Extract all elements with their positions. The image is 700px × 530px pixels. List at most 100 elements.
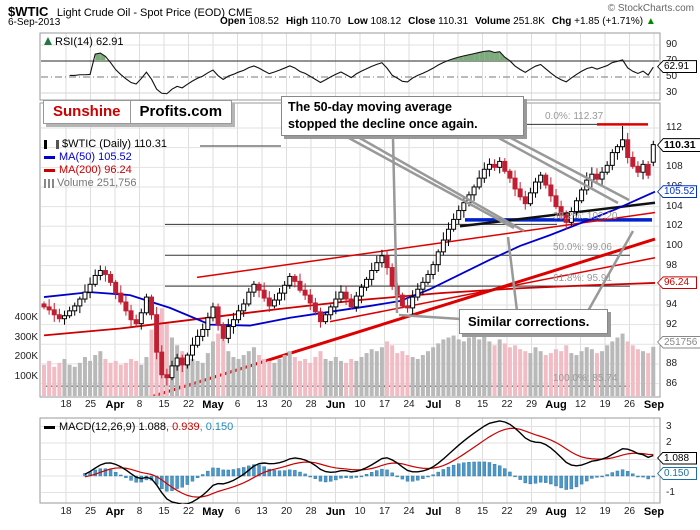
x-axis-label: 13: [256, 399, 268, 410]
x-axis-label: 25: [84, 399, 97, 410]
x-axis-label: 15: [158, 506, 170, 517]
macd-lines: [84, 420, 654, 504]
value-badge: 1.088: [657, 451, 697, 465]
x-axis-label: 28: [305, 506, 317, 517]
value-badge: 105.52: [657, 185, 697, 199]
chart-title: $WTIC Light Crude Oil - Spot Price (EOD)…: [8, 3, 253, 21]
volume-axis-label: 200K: [14, 351, 38, 362]
rsi-axis-label: 50: [666, 71, 678, 82]
stat-label-low: Low: [347, 16, 368, 27]
x-axis-label: 17: [378, 506, 391, 517]
x-axis-label: 24: [403, 399, 415, 410]
x-axis-label: 22: [182, 399, 195, 410]
x-axis-label: 8: [136, 506, 143, 517]
annotation-line1: The 50-day moving average: [288, 100, 452, 114]
rsi-indicator-label: RSI(14) 62.91: [44, 36, 123, 48]
stat-value-close: 110.31: [435, 16, 469, 27]
x-axis-label: 10: [354, 506, 366, 517]
x-axis-label: 26: [623, 399, 636, 410]
sunshine-profits-logo: Sunshine Profits.com: [43, 100, 233, 124]
stat-value-high: 110.70: [308, 16, 341, 27]
macd-histogram: [83, 461, 655, 492]
price-axis-label: 112: [666, 122, 682, 133]
price-axis-label: 102: [666, 220, 683, 232]
value-badge: 96.24: [657, 276, 697, 290]
legend-volume: Volume 251,756: [44, 177, 137, 189]
x-axis-label: Apr: [105, 399, 125, 411]
stat-value-low: 108.12: [367, 16, 402, 27]
chart-date: 6-Sep-2013: [8, 17, 61, 28]
ma50-line-icon: [44, 155, 55, 159]
ma200-line: [43, 282, 656, 337]
x-axis-label: 6: [234, 506, 241, 517]
logo-sunshine-text: Sunshine: [44, 101, 131, 123]
x-axis-label: 12: [574, 399, 587, 410]
x-axis-label: 8: [455, 399, 461, 410]
stat-value-chg: +1.85 (+1.71%): [571, 16, 644, 27]
stat-label-high: High: [285, 16, 309, 27]
macd-indicator-label: MACD(12,26,9) 1.088, 0.939, 0.150: [44, 421, 233, 433]
x-axis-label: 22: [182, 506, 195, 517]
volume-axis-label: 100K: [14, 370, 38, 382]
x-axis-label: May: [202, 506, 224, 518]
fib-level-label: 61.8%: 95.91: [553, 273, 612, 285]
candlesticks: [41, 126, 656, 386]
macd-axis-label: 3: [666, 420, 672, 432]
value-badge: 251756: [657, 335, 700, 349]
x-axis-label: Jun: [325, 399, 346, 411]
x-axis-label: 19: [599, 399, 611, 410]
x-axis-label: 24: [403, 506, 415, 517]
stat-value-volume: 251.8K: [510, 16, 545, 27]
legend-symbol: $WTIC (Daily) 110.31: [44, 138, 167, 150]
annotation-line2: stopped the decline once again.: [288, 117, 478, 131]
copyright: © StockCharts.com: [607, 3, 694, 14]
ticker-symbol: $WTIC: [8, 4, 49, 19]
fib-level-label: 38.2%: 102.20: [553, 211, 618, 223]
x-axis-label: 18: [60, 399, 72, 410]
x-axis-label: Aug: [545, 399, 567, 411]
x-axis-label: 15: [476, 506, 489, 517]
x-axis-label: 15: [476, 399, 489, 410]
macd-axis-label: -1: [666, 486, 675, 498]
ohlc-stats-row: Open 108.52 High 110.70 Low 108.12 Close 11…: [213, 16, 656, 27]
candlestick-icon: [44, 139, 59, 149]
price-axis-label: 94: [666, 298, 678, 310]
stat-value-open: 108.52: [245, 16, 279, 27]
x-axis-label: 15: [158, 399, 170, 410]
stat-label-open: Open: [220, 16, 246, 27]
x-axis-label: 10: [354, 399, 366, 410]
x-axis-label: 12: [574, 506, 587, 517]
rsi-icon: [44, 37, 52, 45]
x-axis-label: 19: [599, 506, 611, 517]
logo-profits-text: Profits.com: [139, 103, 223, 120]
annotation-similar-corrections-box: Similar corrections.: [459, 309, 608, 334]
stat-label-volume: Volume: [475, 16, 511, 27]
volume-bars: [42, 308, 656, 396]
stat-label-chg: Chg: [551, 16, 572, 27]
ticker-description: Light Crude Oil - Spot Price (EOD) CME: [56, 7, 253, 19]
x-axis-label: 25: [84, 506, 97, 517]
stat-label-close: Close: [408, 16, 436, 27]
fib-level-label: 100.0%: 85.74: [553, 373, 618, 385]
price-axis-label: 100: [666, 239, 683, 251]
ma200-line-icon: [44, 168, 55, 172]
x-axis-label: Sep: [643, 506, 665, 518]
x-axis-label: Apr: [105, 506, 125, 518]
fib-level-label: 50.0%: 99.06: [553, 242, 612, 254]
x-axis-label: 8: [136, 399, 143, 410]
price-axis-label: 92: [666, 318, 678, 330]
price-axis-label: 86: [666, 377, 678, 389]
x-axis-label: 29: [525, 399, 538, 410]
value-badge: 0.150: [657, 467, 697, 481]
x-axis-label: May: [202, 399, 224, 411]
last-price-badge: 110.31: [657, 138, 700, 153]
x-axis-label: 22: [501, 506, 513, 517]
x-axis-label: 22: [501, 399, 513, 410]
volume-bars-icon: [44, 178, 54, 188]
rsi-axis-label: 90: [666, 39, 678, 50]
x-axis-label: 28: [305, 399, 317, 410]
x-axis-label: 13: [256, 506, 268, 517]
rsi-line: [69, 50, 654, 95]
change-up-arrow-icon: ▲: [643, 16, 656, 27]
